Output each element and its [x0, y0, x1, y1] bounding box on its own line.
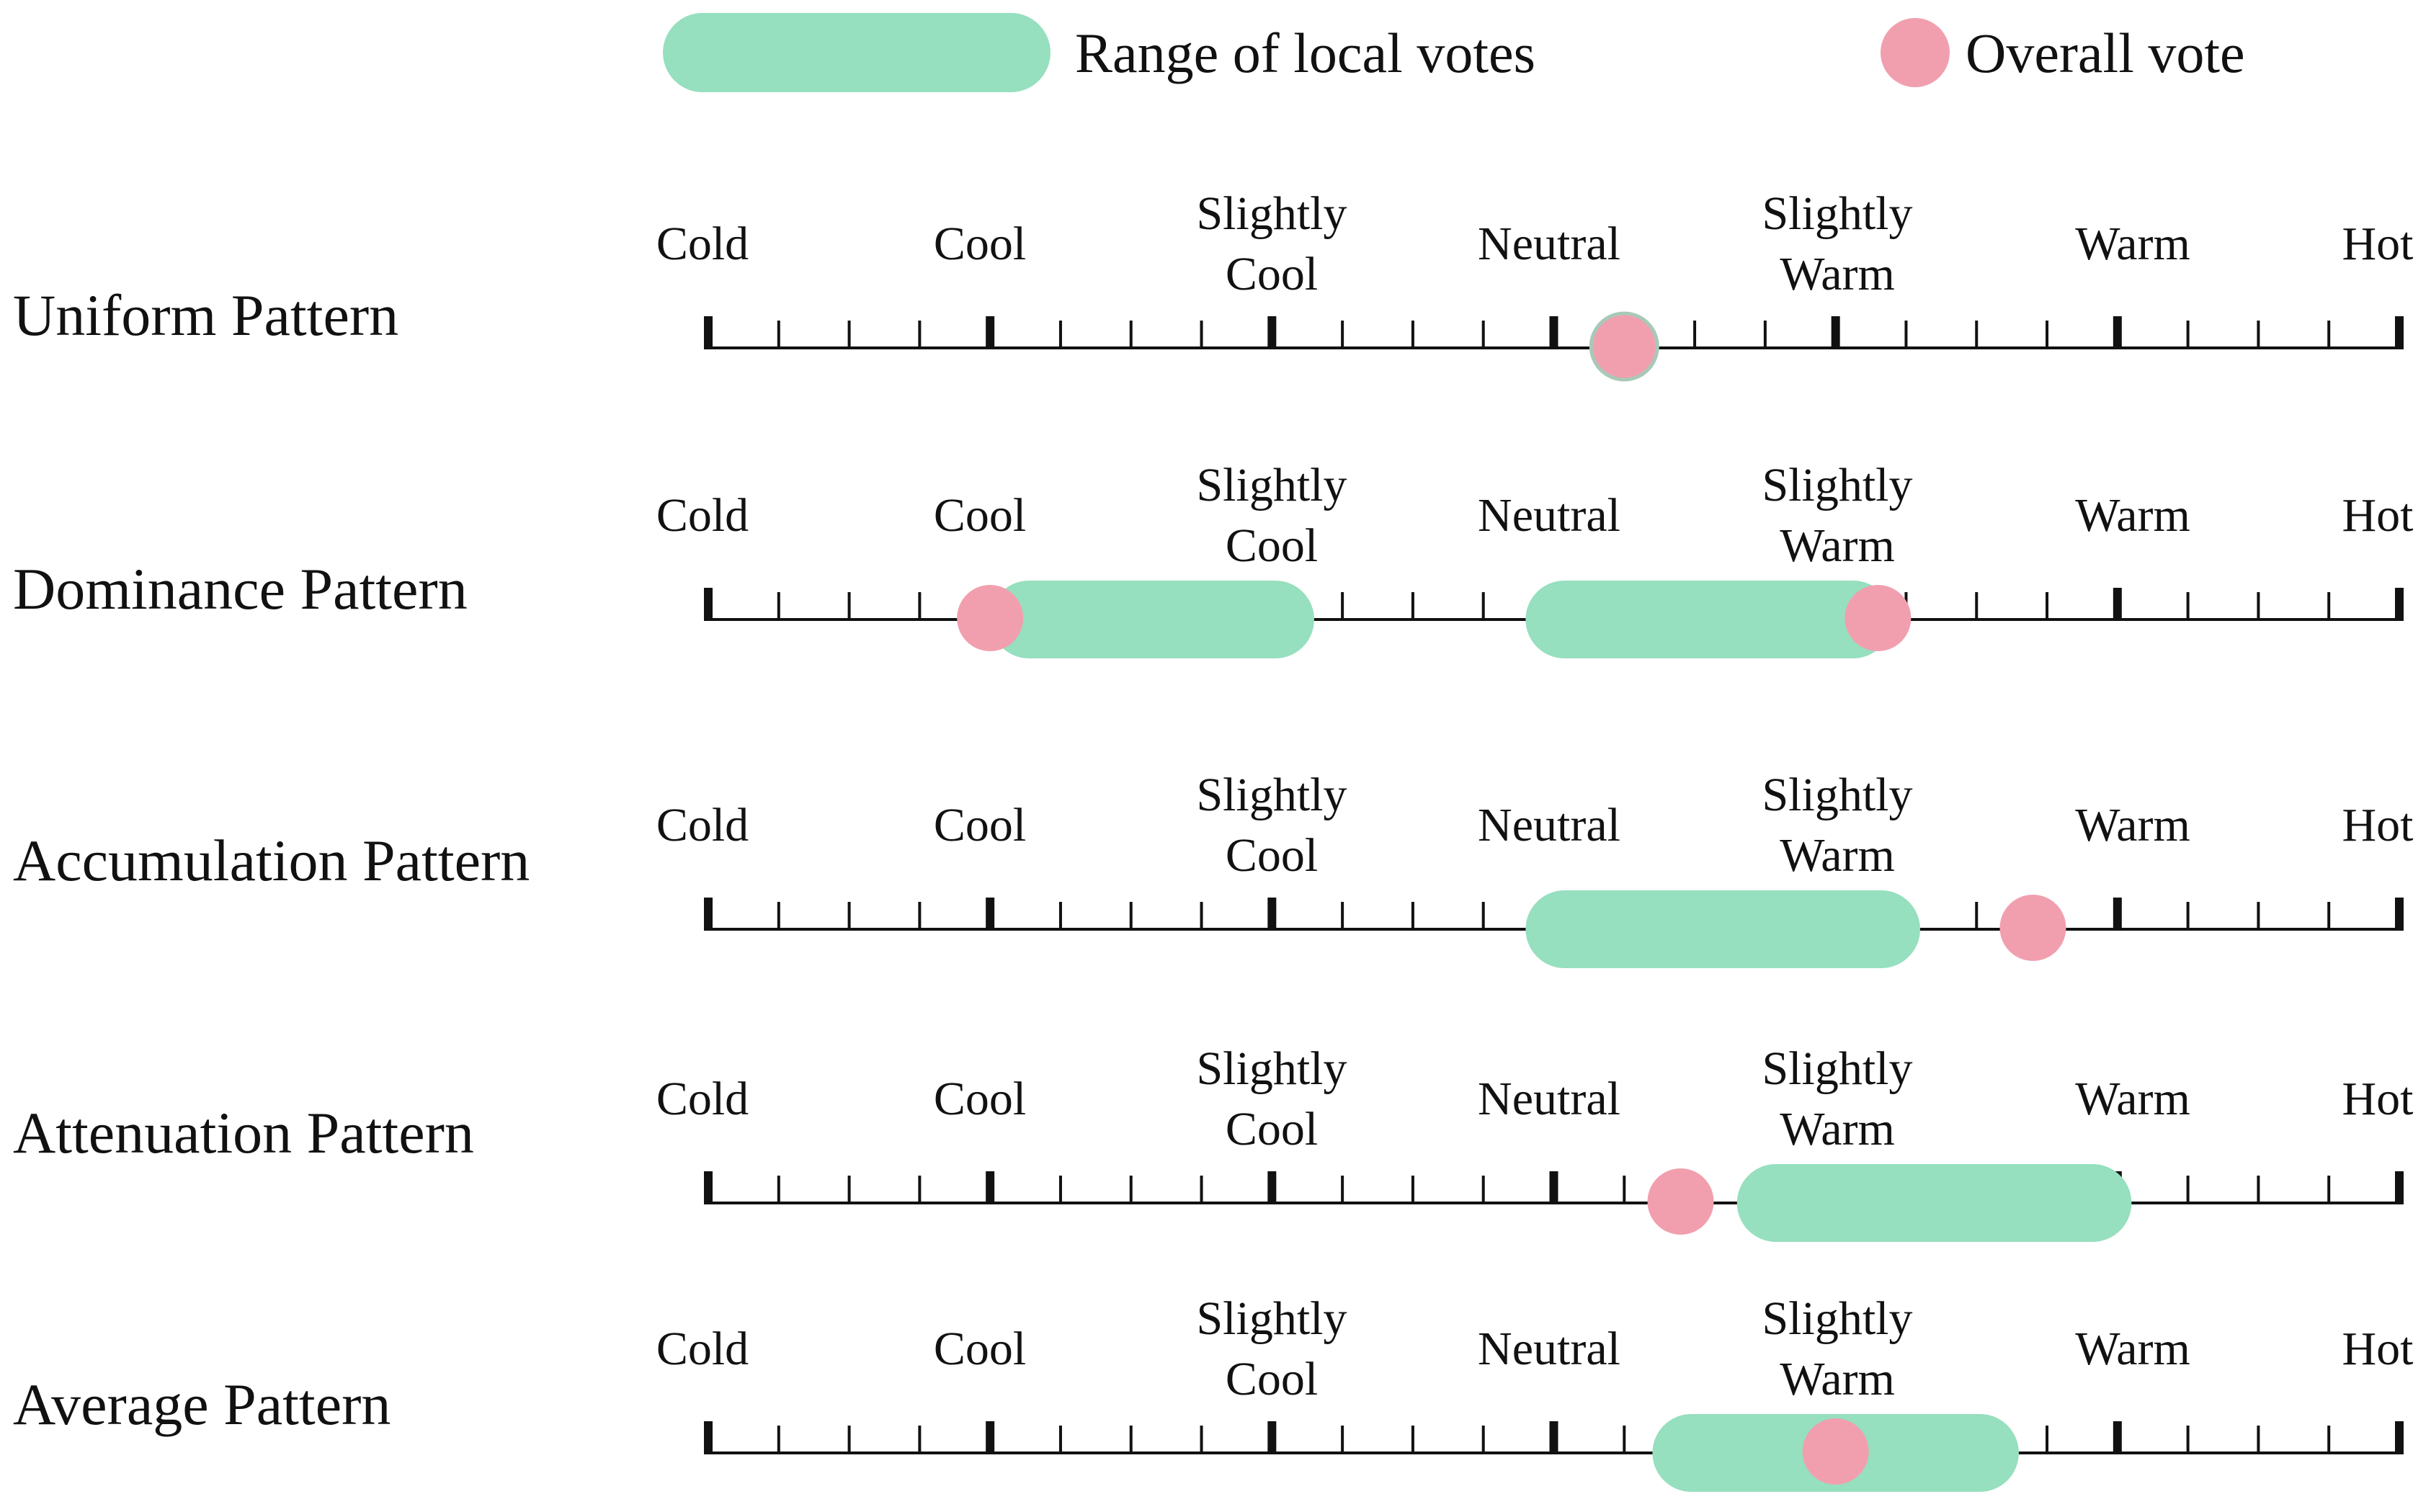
pattern-name: Uniform Pattern	[13, 282, 398, 348]
pattern-row: Attenuation Pattern Cold Cool Slightly Cool N…	[13, 1042, 2414, 1242]
scale-label: Cold	[656, 489, 749, 542]
pattern-row: Dominance Pattern Cold Cool Slightly Cool Neu…	[13, 459, 2414, 658]
pattern-name: Dominance Pattern	[13, 556, 468, 622]
scale-label: Slightly Warm	[1762, 1292, 1912, 1405]
overall-vote-marker	[1589, 311, 1659, 382]
scale-label: Hot	[2342, 799, 2414, 851]
scale-label: Slightly Warm	[1762, 187, 1912, 300]
overall-vote-marker	[1999, 895, 2066, 961]
legend-vote-swatch	[1881, 18, 1950, 87]
pattern-name: Accumulation Pattern	[13, 828, 530, 893]
scale-label: Cool	[934, 799, 1026, 851]
scale-label: Cool	[934, 218, 1026, 270]
overall-vote-marker	[1845, 585, 1912, 651]
scale-label: Warm	[2075, 799, 2190, 851]
scale-label: Hot	[2342, 1073, 2414, 1125]
scale-label: Neutral	[1478, 489, 1620, 542]
scale-label: Slightly Cool	[1196, 1042, 1347, 1155]
scale-label: Neutral	[1478, 799, 1620, 851]
scale-label: Neutral	[1478, 1073, 1620, 1125]
local-vote-range-bar	[990, 581, 1315, 658]
legend-range-swatch	[663, 13, 1051, 92]
scale-label: Warm	[2075, 218, 2190, 270]
scale-label: Cold	[656, 799, 749, 851]
local-vote-range-bar	[1525, 890, 1921, 968]
scale-label: Slightly Cool	[1196, 459, 1347, 572]
legend: Range of local votes Overall vote	[663, 13, 2245, 92]
scale-label: Hot	[2342, 1323, 2414, 1375]
legend-range-label: Range of local votes	[1075, 22, 1535, 84]
scale-label: Slightly Warm	[1762, 1042, 1912, 1155]
scale-label: Warm	[2075, 1073, 2190, 1125]
pattern-name: Average Pattern	[13, 1372, 391, 1437]
pattern-row: Average Pattern Cold Cool Slightly Cool Neutr…	[13, 1292, 2414, 1492]
scale-label: Slightly Cool	[1196, 187, 1347, 300]
scale-label: Cool	[934, 489, 1026, 542]
scale-label: Cold	[656, 218, 749, 270]
local-vote-range-bar	[1736, 1164, 2132, 1242]
local-vote-range-bar	[1525, 581, 1892, 658]
scale-label: Hot	[2342, 489, 2414, 542]
scale-label: Warm	[2075, 1323, 2190, 1375]
scale-label: Slightly Warm	[1762, 459, 1912, 572]
overall-vote-marker	[1647, 1168, 1714, 1235]
legend-vote-label: Overall vote	[1966, 22, 2245, 84]
overall-vote-marker	[957, 585, 1024, 651]
overall-vote-marker	[1802, 1418, 1869, 1485]
scale-label: Cool	[934, 1323, 1026, 1375]
pattern-rows: Uniform Pattern Cold Cool Slightly Cool Neutr…	[13, 187, 2414, 1492]
pattern-row: Uniform Pattern Cold Cool Slightly Cool Neutr…	[13, 187, 2414, 382]
scale-label: Slightly Warm	[1762, 769, 1912, 882]
scale-label: Cool	[934, 1073, 1026, 1125]
pattern-row: Accumulation Pattern Cold Cool Slightly Cool…	[13, 769, 2414, 968]
scale-label: Slightly Cool	[1196, 1292, 1347, 1405]
scale-label: Cold	[656, 1073, 749, 1125]
scale-label: Neutral	[1478, 1323, 1620, 1375]
scale-label: Hot	[2342, 218, 2414, 270]
scale-label: Neutral	[1478, 218, 1620, 270]
scale-label: Warm	[2075, 489, 2190, 542]
scale-label: Cold	[656, 1323, 749, 1375]
scale-label: Slightly Cool	[1196, 769, 1347, 882]
pattern-name: Attenuation Pattern	[13, 1100, 474, 1166]
